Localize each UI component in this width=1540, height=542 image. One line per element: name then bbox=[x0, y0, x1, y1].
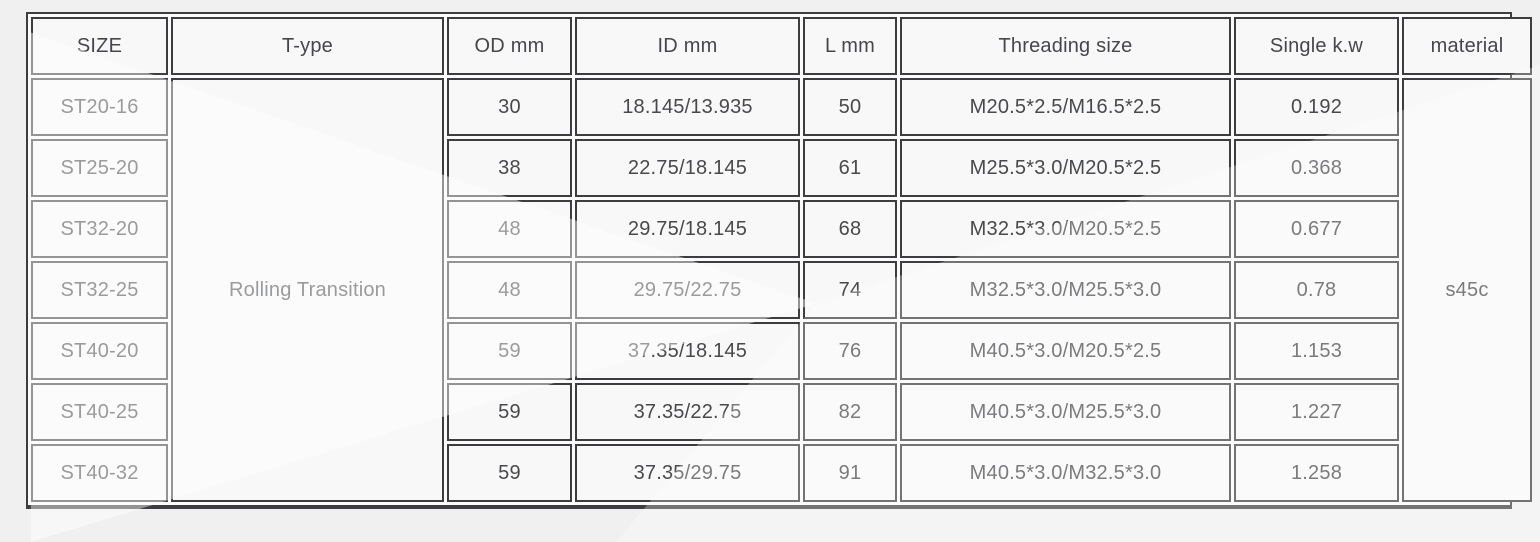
threading-cell: M40.5*3.0/M32.5*3.0 bbox=[900, 444, 1231, 502]
header-row: SIZE T-ype OD mm ID mm L mm Threading si… bbox=[31, 17, 1532, 75]
l-cell: 61 bbox=[803, 139, 897, 197]
spec-table-container: SIZE T-ype OD mm ID mm L mm Threading si… bbox=[26, 12, 1532, 509]
col-header-od: OD mm bbox=[447, 17, 572, 75]
threading-cell: M20.5*2.5/M16.5*2.5 bbox=[900, 78, 1231, 136]
single-kw-cell: 1.227 bbox=[1234, 383, 1399, 441]
od-cell: 59 bbox=[447, 383, 572, 441]
threading-cell: M32.5*3.0/M20.5*2.5 bbox=[900, 200, 1231, 258]
l-cell: 76 bbox=[803, 322, 897, 380]
col-header-material: material bbox=[1402, 17, 1532, 75]
size-cell: ST32-20 bbox=[31, 200, 168, 258]
l-cell: 50 bbox=[803, 78, 897, 136]
single-kw-cell: 0.78 bbox=[1234, 261, 1399, 319]
single-kw-cell: 1.258 bbox=[1234, 444, 1399, 502]
single-kw-cell: 0.368 bbox=[1234, 139, 1399, 197]
table-row: ST25-20 38 22.75/18.145 61 M25.5*3.0/M20… bbox=[31, 139, 1532, 197]
l-cell: 82 bbox=[803, 383, 897, 441]
threading-cell: M32.5*3.0/M25.5*3.0 bbox=[900, 261, 1231, 319]
col-header-single-kw: Single k.w bbox=[1234, 17, 1399, 75]
table-row: ST32-25 48 29.75/22.75 74 M32.5*3.0/M25.… bbox=[31, 261, 1532, 319]
col-header-size: SIZE bbox=[31, 17, 168, 75]
od-cell: 59 bbox=[447, 322, 572, 380]
col-header-l: L mm bbox=[803, 17, 897, 75]
id-cell: 37.35/29.75 bbox=[575, 444, 800, 502]
l-cell: 68 bbox=[803, 200, 897, 258]
id-cell: 29.75/18.145 bbox=[575, 200, 800, 258]
size-cell: ST40-32 bbox=[31, 444, 168, 502]
single-kw-cell: 0.677 bbox=[1234, 200, 1399, 258]
od-cell: 48 bbox=[447, 261, 572, 319]
od-cell: 30 bbox=[447, 78, 572, 136]
threading-cell: M25.5*3.0/M20.5*2.5 bbox=[900, 139, 1231, 197]
id-cell: 29.75/22.75 bbox=[575, 261, 800, 319]
id-cell: 37.35/22.75 bbox=[575, 383, 800, 441]
type-merged-cell: Rolling Transition bbox=[171, 78, 444, 502]
od-cell: 48 bbox=[447, 200, 572, 258]
l-cell: 74 bbox=[803, 261, 897, 319]
table-row: ST40-32 59 37.35/29.75 91 M40.5*3.0/M32.… bbox=[31, 444, 1532, 502]
od-cell: 59 bbox=[447, 444, 572, 502]
table-row: ST32-20 48 29.75/18.145 68 M32.5*3.0/M20… bbox=[31, 200, 1532, 258]
single-kw-cell: 1.153 bbox=[1234, 322, 1399, 380]
spec-table: SIZE T-ype OD mm ID mm L mm Threading si… bbox=[28, 14, 1535, 505]
col-header-id: ID mm bbox=[575, 17, 800, 75]
threading-cell: M40.5*3.0/M20.5*2.5 bbox=[900, 322, 1231, 380]
single-kw-cell: 0.192 bbox=[1234, 78, 1399, 136]
size-cell: ST32-25 bbox=[31, 261, 168, 319]
od-cell: 38 bbox=[447, 139, 572, 197]
id-cell: 22.75/18.145 bbox=[575, 139, 800, 197]
id-cell: 18.145/13.935 bbox=[575, 78, 800, 136]
size-cell: ST40-25 bbox=[31, 383, 168, 441]
size-cell: ST40-20 bbox=[31, 322, 168, 380]
id-cell: 37.35/18.145 bbox=[575, 322, 800, 380]
material-merged-cell: s45c bbox=[1402, 78, 1532, 502]
col-header-type: T-ype bbox=[171, 17, 444, 75]
table-row: ST40-20 59 37.35/18.145 76 M40.5*3.0/M20… bbox=[31, 322, 1532, 380]
table-row: ST40-25 59 37.35/22.75 82 M40.5*3.0/M25.… bbox=[31, 383, 1532, 441]
col-header-threading: Threading size bbox=[900, 17, 1231, 75]
l-cell: 91 bbox=[803, 444, 897, 502]
table-row: ST20-16 Rolling Transition 30 18.145/13.… bbox=[31, 78, 1532, 502]
threading-cell: M40.5*3.0/M25.5*3.0 bbox=[900, 383, 1231, 441]
size-cell: ST25-20 bbox=[31, 139, 168, 197]
size-cell: ST20-16 bbox=[31, 78, 168, 136]
